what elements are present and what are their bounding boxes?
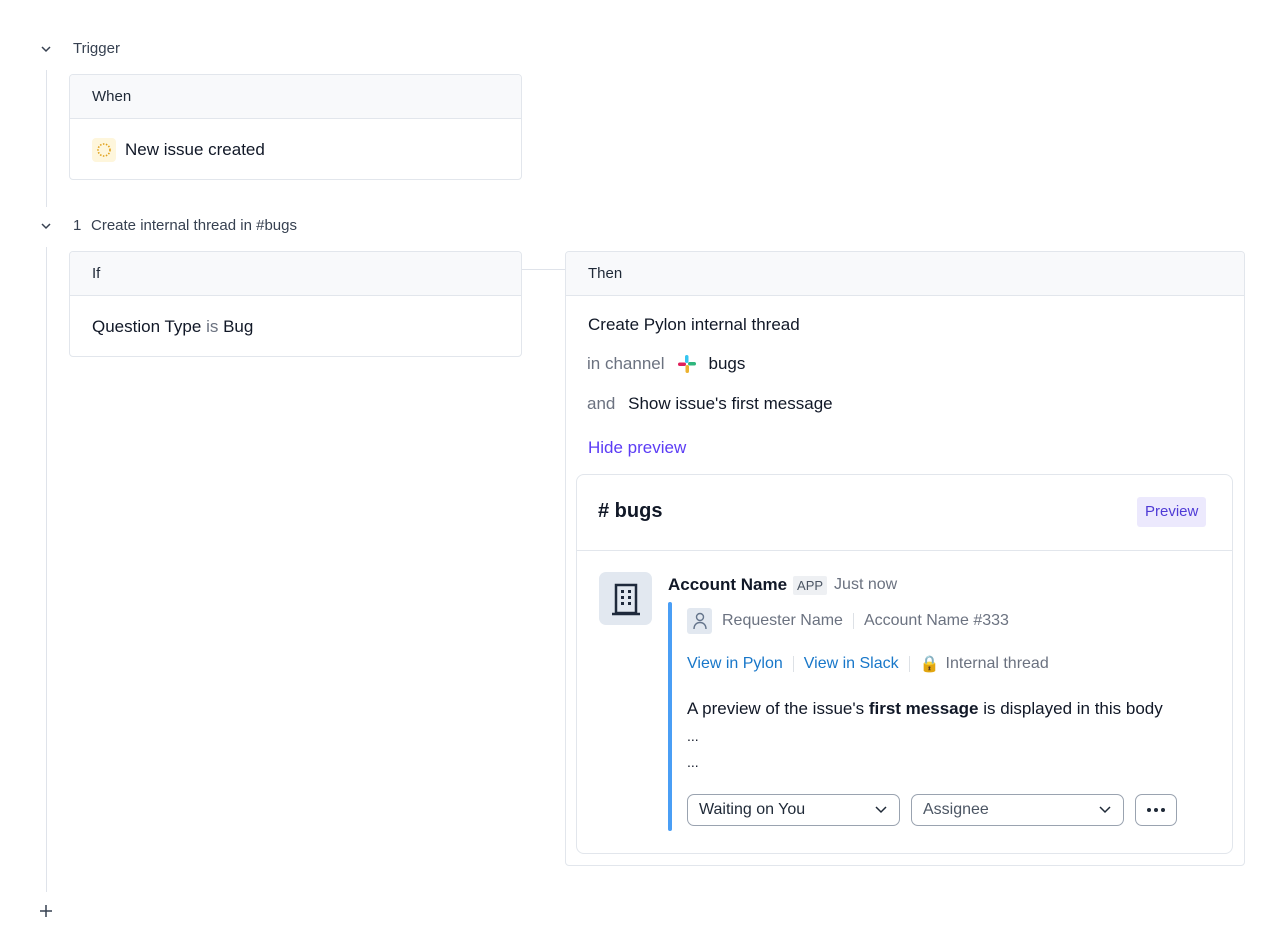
body-text-end: is displayed in this body: [978, 699, 1163, 718]
then-card: Then: [565, 251, 1245, 866]
condition-operator: is: [206, 317, 219, 336]
lock-icon: 🔒: [919, 656, 940, 673]
account-name: Account Name #333: [863, 612, 1009, 629]
step-number: 1: [73, 217, 82, 234]
event-label: New issue created: [125, 139, 265, 159]
condition-value: Bug: [223, 317, 254, 336]
quote-bar: [668, 602, 672, 831]
status-value: Waiting on You: [699, 801, 806, 818]
message-body: A preview of the issue's first message i…: [687, 699, 1163, 719]
assignee-value: Assignee: [923, 801, 989, 818]
more-options-button[interactable]: [1135, 794, 1177, 826]
step-title[interactable]: Create internal thread in #bugs: [91, 217, 297, 234]
requester-row: Requester Name Account Name #333: [687, 608, 1009, 634]
when-header: When: [70, 75, 521, 119]
building-avatar: [599, 572, 652, 625]
message-header: Account Name APP Just now: [668, 574, 897, 596]
trigger-connector: [46, 70, 47, 207]
person-icon: [687, 608, 712, 634]
condition[interactable]: Question Type is Bug: [70, 296, 521, 356]
and-label: and: [587, 394, 616, 413]
body-text: A preview of the issue's: [687, 699, 869, 718]
if-header: If: [70, 252, 521, 296]
preview-channel-title: # bugs: [598, 500, 663, 522]
condition-field: Question Type: [92, 317, 202, 336]
timestamp: Just now: [834, 576, 898, 593]
ellipsis-line: ...: [687, 754, 699, 770]
trigger-event[interactable]: New issue created: [70, 119, 521, 179]
view-in-pylon-link[interactable]: View in Pylon: [687, 655, 783, 672]
hide-preview-link[interactable]: Hide preview: [588, 438, 687, 457]
slack-preview: # bugs Preview: [576, 474, 1233, 854]
if-card: If Question Type is Bug: [69, 251, 522, 357]
chevron-down-icon[interactable]: [39, 219, 53, 233]
requester-name: Requester Name: [722, 612, 843, 629]
links-row: View in Pylon View in Slack 🔒 Internal t…: [687, 653, 1049, 675]
when-card: When New issue created: [69, 74, 522, 180]
chevron-down-icon: [875, 806, 887, 814]
building-icon: [611, 583, 640, 615]
new-issue-icon: [92, 137, 116, 162]
app-badge: APP: [793, 575, 828, 595]
trigger-label: Trigger: [73, 40, 120, 57]
slack-icon: [677, 355, 696, 373]
view-in-slack-link[interactable]: View in Slack: [803, 655, 899, 672]
channel-row: in channel bugs: [587, 354, 745, 374]
assignee-select[interactable]: Assignee: [911, 794, 1124, 826]
step-connector: [46, 247, 47, 892]
if-then-connector: [522, 269, 565, 270]
chevron-down-icon: [1099, 806, 1111, 814]
status-select[interactable]: Waiting on You: [687, 794, 900, 826]
ellipsis-icon: [1147, 808, 1165, 812]
channel-name[interactable]: bugs: [708, 354, 746, 373]
action-label[interactable]: Create Pylon internal thread: [588, 315, 800, 334]
in-channel-label: in channel: [587, 354, 665, 373]
add-step-plus-icon[interactable]: [39, 904, 53, 918]
option-label[interactable]: Show issue's first message: [628, 394, 833, 413]
option-row: and Show issue's first message: [587, 394, 833, 414]
then-header: Then: [566, 252, 1244, 296]
ellipsis-line: ...: [687, 728, 699, 744]
internal-thread-label: Internal thread: [945, 655, 1049, 672]
chevron-down-icon[interactable]: [39, 42, 53, 56]
body-bold: first message: [868, 699, 979, 718]
preview-badge: Preview: [1137, 497, 1207, 527]
sender-name: Account Name: [668, 575, 788, 594]
